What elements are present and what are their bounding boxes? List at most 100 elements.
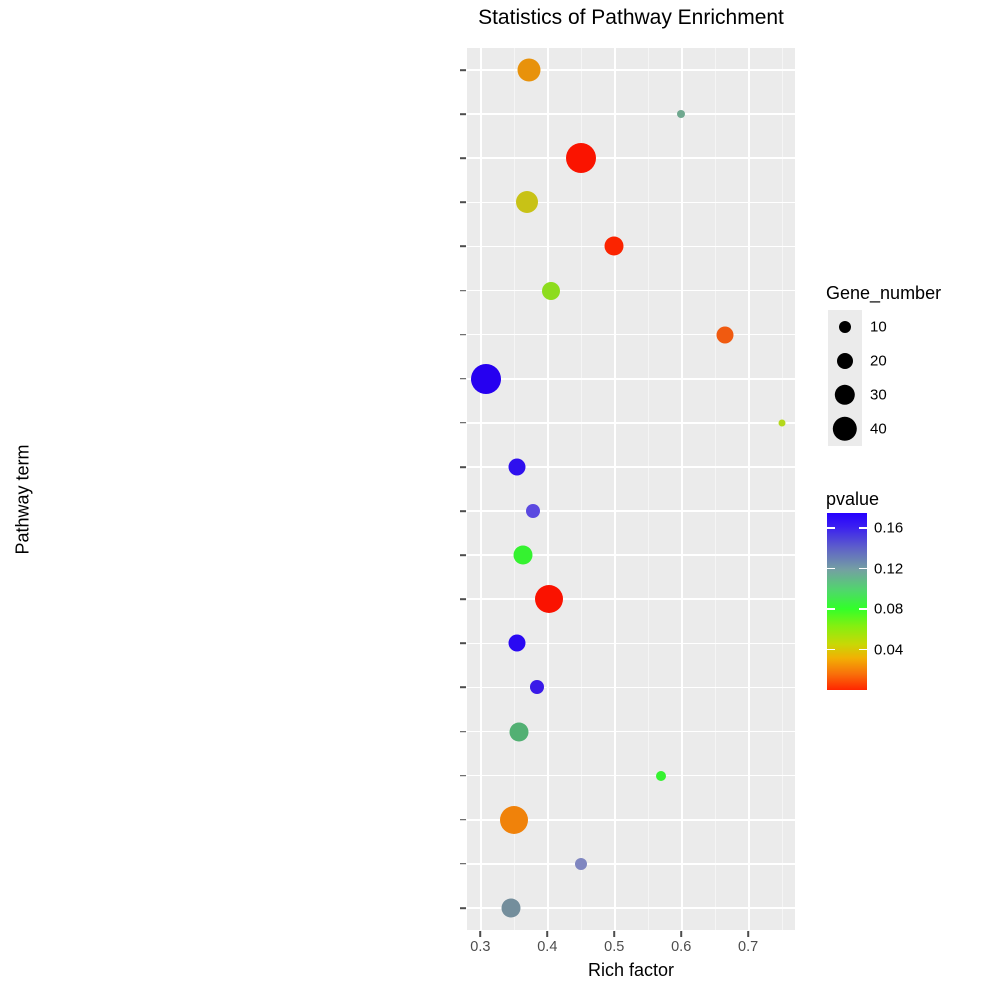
y-axis-tick [460,466,466,468]
size-legend-dot [837,353,853,369]
plot-panel [467,48,795,930]
data-point[interactable] [501,898,520,918]
y-axis-tick [460,554,466,556]
size-legend-label: 40 [870,420,887,438]
y-axis-tick [460,201,466,204]
data-point[interactable] [778,419,786,427]
y-axis-title: Pathway term [12,444,33,555]
size-legend-label: 30 [870,386,887,404]
data-point[interactable] [525,504,540,519]
data-point[interactable] [513,545,533,565]
data-point[interactable] [604,236,624,256]
gridline-horizontal [467,201,795,204]
x-axis-tick [613,931,616,937]
y-axis-tick [460,642,466,645]
size-legend-dot [832,416,858,442]
gridline-horizontal [467,554,795,556]
data-point[interactable] [677,110,686,119]
gridline-horizontal [467,113,795,115]
gridline-vertical [714,48,716,930]
gridline-horizontal [467,157,795,160]
colorbar-tick [859,567,867,570]
data-point[interactable] [716,326,734,344]
size-legend-label: 10 [870,318,887,336]
y-axis-tick [460,157,466,160]
y-axis-tick [460,422,466,424]
gridline-horizontal [467,863,795,865]
y-axis-tick [460,289,466,292]
x-axis-tick [680,931,682,937]
gridline-horizontal [467,730,795,733]
gridline-horizontal [467,466,795,468]
gridline-vertical [614,48,616,930]
gridline-horizontal [467,377,795,380]
gridline-horizontal [467,818,795,821]
data-point[interactable] [565,143,596,174]
colorbar-label: 0.12 [874,560,904,578]
colorbar [827,513,867,690]
gridline-horizontal [467,907,795,909]
gridline-vertical [513,48,515,930]
size-legend-title: Gene_number [826,283,942,303]
y-axis-tick [460,598,466,601]
gridline-vertical [480,48,482,930]
colorbar-tick [827,608,835,610]
colorbar-label: 0.04 [874,641,904,659]
gridline-horizontal [467,69,795,71]
gridline-vertical [580,48,582,930]
data-point[interactable] [516,191,539,214]
gridline-vertical [681,48,683,930]
y-axis-tick [460,774,466,777]
data-point[interactable] [508,458,526,476]
data-point[interactable] [530,680,545,695]
data-point[interactable] [574,857,587,870]
gridline-vertical [647,48,649,930]
x-axis-label: 0.7 [738,939,759,955]
x-axis-tick [479,931,482,937]
gridline-horizontal [467,642,795,645]
data-point[interactable] [470,363,501,394]
x-axis-label: 0.4 [537,939,558,955]
data-point[interactable] [499,805,528,834]
data-point[interactable] [509,722,529,742]
y-axis-tick [460,863,466,865]
y-axis-labels: Wnt signaling pathwayValine, leucine and… [0,48,455,930]
y-axis-tick [460,69,466,71]
gridline-horizontal [467,686,795,689]
gridline-vertical [547,48,549,930]
gridline-horizontal [467,422,795,424]
x-axis-label: 0.6 [671,939,692,955]
colorbar-tick [859,648,867,651]
y-axis-tick [460,113,466,115]
y-axis-tick [460,907,466,909]
x-axis-tick [546,931,549,937]
size-legend-label: 20 [870,352,887,370]
data-point[interactable] [508,634,526,652]
colorbar-tick [859,527,867,529]
colorbar-tick [827,567,835,570]
data-point[interactable] [517,58,541,82]
chart-title: Statistics of Pathway Enrichment [478,6,784,29]
size-legend-dot [834,384,856,406]
y-axis-tick [460,510,466,512]
y-axis-tick [460,818,466,821]
data-point[interactable] [535,585,564,614]
x-axis-tick [747,931,749,937]
x-axis-label: 0.5 [604,939,625,955]
data-point[interactable] [541,281,560,300]
x-axis-label: 0.3 [470,939,491,955]
colorbar-tick [827,527,835,529]
y-axis-tick [460,245,466,248]
gridline-horizontal [467,333,795,336]
colorbar-label: 0.16 [874,519,904,537]
y-axis-tick [460,686,466,689]
colorbar-label: 0.08 [874,600,904,618]
gridline-horizontal [467,245,795,248]
y-axis-tick [460,730,466,733]
gridline-horizontal [467,510,795,512]
y-axis-tick [460,377,466,380]
data-point[interactable] [656,770,667,781]
gridline-horizontal [467,598,795,601]
gridline-vertical [781,48,783,930]
colorbar-tick [827,648,835,651]
